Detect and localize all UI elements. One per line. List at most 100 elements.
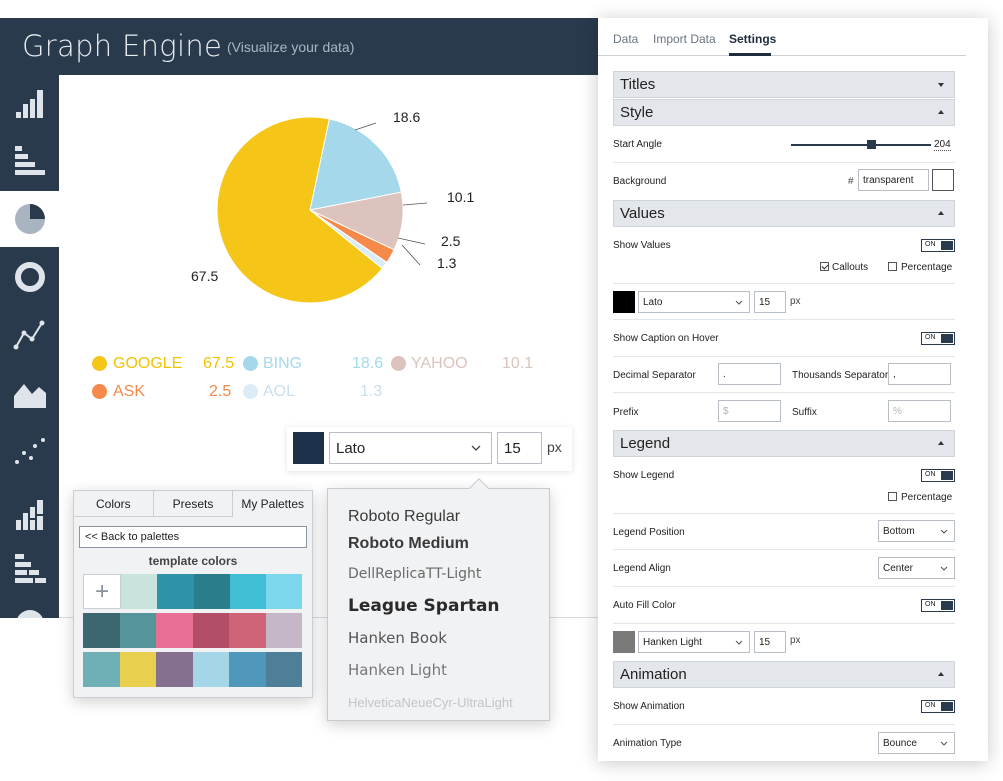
start-angle-slider-thumb[interactable] [866,140,876,149]
font-option[interactable]: League Spartan [348,596,500,616]
show-legend-toggle[interactable]: ON [921,469,955,482]
thousands-separator-input[interactable]: , [888,363,951,385]
chevron-down-icon [735,300,743,305]
pie-value-label: 18.6 [393,109,420,125]
titles-section-header[interactable]: Titles [613,71,955,98]
sidebar-item-bar[interactable] [0,75,59,131]
divider [613,356,955,357]
sidebar-item-horizontal-bar[interactable] [0,133,59,189]
font-option[interactable]: Hanken Book [348,629,447,647]
legend-section-header[interactable]: Legend [613,430,955,457]
values-font-color-swatch[interactable] [613,291,635,313]
callout-line [397,237,426,245]
palette-grid: + [83,574,303,691]
chevron-down-icon [471,445,481,451]
palette-row[interactable] [83,652,302,687]
sidebar-item-stacked-horizontal-bar[interactable] [0,541,59,597]
sidebar-item-pie[interactable] [0,191,59,247]
values-section-header[interactable]: Values [613,200,955,227]
palette-swatch[interactable] [192,613,229,648]
decimal-separator-input[interactable]: . [718,363,781,385]
start-angle-slider-track[interactable] [791,144,931,146]
pie-chart-icon [14,204,45,234]
background-color-input[interactable]: transparent [858,169,929,191]
values-font-size-input[interactable]: 15 [754,291,786,313]
palette-swatch[interactable] [157,574,194,609]
tab-presets[interactable]: Presets [153,491,234,517]
legend-percentage-checkbox[interactable] [888,492,897,501]
sidebar-item-line[interactable] [0,307,59,363]
font-option[interactable]: HelveticaNeueCyr-UltraLight [348,695,513,710]
show-caption-toggle[interactable]: ON [921,332,955,345]
palette-swatch[interactable] [193,574,230,609]
legend-align-select[interactable]: Center [878,557,955,579]
legend-position-select[interactable]: Bottom [878,520,955,542]
legend-font-size-input[interactable]: 15 [754,631,786,653]
palette-swatch[interactable] [119,652,156,687]
font-option[interactable]: Hanken Light [348,661,448,679]
tab-my-palettes[interactable]: My Palettes [233,491,313,517]
app-title: Graph Engine [22,29,223,63]
font-option[interactable]: Roboto Regular [348,508,461,525]
sidebar-item-stacked-bar[interactable] [0,487,59,543]
font-family-select[interactable]: Lato [329,432,492,464]
palette-swatch[interactable] [156,652,193,687]
palette-swatch[interactable] [83,652,120,687]
callouts-checkbox[interactable] [820,262,829,271]
palette-row[interactable] [83,613,302,648]
style-section-header[interactable]: Style [613,99,955,126]
font-option[interactable]: Roboto Medium [348,535,469,552]
tab-settings[interactable]: Settings [729,32,777,46]
show-values-toggle[interactable]: ON [921,239,955,252]
sidebar-item-donut[interactable] [0,249,59,305]
start-angle-value[interactable]: 204 [934,139,951,151]
thousands-separator-label: Thousands Separator [792,370,889,381]
sidebar-item-scatter[interactable] [0,423,59,479]
palette-swatch[interactable] [229,652,266,687]
palette-row[interactable]: + [83,574,303,609]
hash-label: # [848,176,854,187]
font-option[interactable]: DellReplicaTT-Light [348,566,482,582]
back-to-palettes-button[interactable]: << Back to palettes [79,526,307,548]
palette-swatch[interactable] [265,574,303,609]
values-percentage-checkbox[interactable] [888,262,897,271]
dropdown-pointer [469,478,489,498]
tab-colors[interactable]: Colors [74,491,154,517]
pie-slice-bing[interactable] [309,118,402,211]
palette-swatch[interactable] [156,613,193,648]
tab-data[interactable]: Data [613,32,639,46]
palette-swatch[interactable] [265,652,302,687]
animation-section-header[interactable]: Animation [613,661,955,688]
suffix-input[interactable]: % [888,400,951,422]
stacked-bar-chart-icon [15,500,43,530]
legend-font-color-swatch[interactable] [613,631,635,653]
add-color-button[interactable]: + [83,574,122,609]
callout-line [401,244,421,266]
auto-fill-color-toggle[interactable]: ON [921,599,955,612]
font-color-swatch[interactable] [293,432,324,464]
palette-swatch[interactable] [83,613,120,648]
palette-swatch[interactable] [229,613,266,648]
animation-type-select[interactable]: Bounce [878,732,955,754]
pie-slice-google[interactable] [216,116,383,304]
toggle-text: ON [925,241,936,248]
background-color-swatch[interactable] [932,169,954,191]
show-animation-toggle[interactable]: ON [921,700,955,713]
palette-swatch[interactable] [265,613,302,648]
sidebar-item-area[interactable] [0,365,59,421]
legend-dot-google [92,356,107,371]
chevron-down-icon [735,640,743,645]
palette-swatch[interactable] [192,652,229,687]
tab-import-data[interactable]: Import Data [653,32,716,46]
show-values-label: Show Values [613,240,671,251]
semi-pie-chart-icon [16,610,43,618]
palette-swatch[interactable] [121,574,158,609]
prefix-input[interactable]: $ [718,400,781,422]
palette-swatch[interactable] [119,613,156,648]
values-font-select[interactable]: Lato [638,291,750,313]
legend-value-aol: 1.3 [360,383,383,400]
legend-font-select[interactable]: Hanken Light [638,631,750,653]
sidebar-item-semi-pie[interactable] [0,591,59,618]
palette-swatch[interactable] [229,574,266,609]
font-size-input[interactable]: 15 [497,432,542,464]
